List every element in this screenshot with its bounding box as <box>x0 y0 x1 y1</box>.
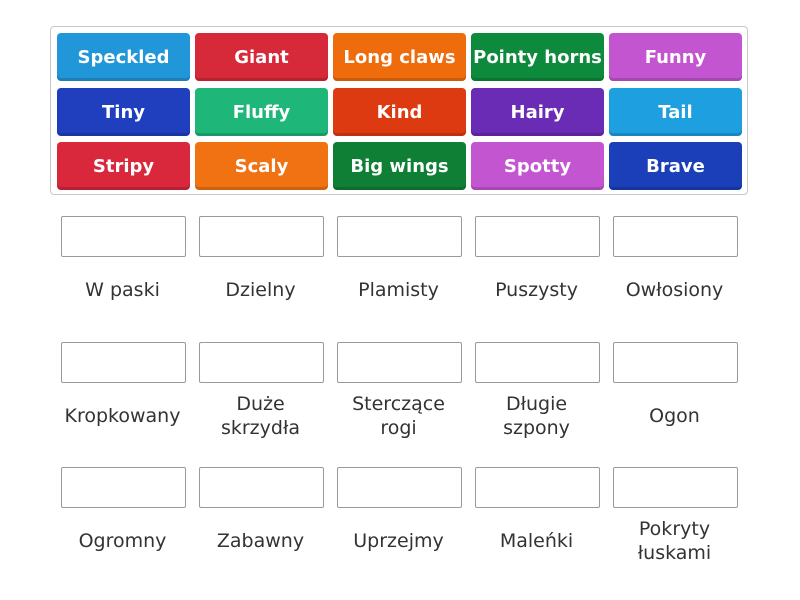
target-text: Zabawny <box>216 530 305 552</box>
drop-slot[interactable] <box>199 467 324 508</box>
drop-slot[interactable] <box>613 467 738 508</box>
word-tile[interactable]: Fluffy <box>195 88 328 136</box>
word-tile[interactable]: Tail <box>609 88 742 136</box>
word-tile[interactable]: Stripy <box>57 142 190 190</box>
drop-slot[interactable] <box>199 342 324 383</box>
target-text: Owłosiony <box>625 279 724 301</box>
target-text: Uprzejmy <box>353 530 444 552</box>
word-tile[interactable]: Speckled <box>57 33 190 81</box>
target-text: Ogon <box>649 405 700 427</box>
word-tile[interactable]: Brave <box>609 142 742 190</box>
target-label: Sterczące rogi <box>336 390 461 442</box>
tile-panel <box>50 26 748 195</box>
word-tile[interactable]: Funny <box>609 33 742 81</box>
target-label: Ogromny <box>60 515 185 567</box>
drop-slot[interactable] <box>475 216 600 257</box>
target-label: Ogon <box>612 390 737 442</box>
word-tile[interactable]: Pointy horns <box>471 33 604 81</box>
drop-slot[interactable] <box>475 467 600 508</box>
target-text: Długie szpony <box>503 393 570 439</box>
target-text: Duże skrzydła <box>220 393 301 439</box>
word-tile[interactable]: Spotty <box>471 142 604 190</box>
target-text: Puszysty <box>495 279 578 301</box>
word-tile[interactable]: Giant <box>195 33 328 81</box>
target-label: W paski <box>60 264 185 316</box>
drop-slot[interactable] <box>613 216 738 257</box>
drop-slot[interactable] <box>613 342 738 383</box>
word-tile[interactable]: Scaly <box>195 142 328 190</box>
target-text: Plamisty <box>358 279 439 301</box>
target-label: Owłosiony <box>612 264 737 316</box>
word-tile[interactable]: Long claws <box>333 33 466 81</box>
target-label: Puszysty <box>474 264 599 316</box>
drop-slot[interactable] <box>61 216 186 257</box>
word-tile[interactable]: Big wings <box>333 142 466 190</box>
target-label: Zabawny <box>198 515 323 567</box>
drop-slot[interactable] <box>337 467 462 508</box>
target-text: Dzielny <box>225 279 296 301</box>
target-label: Plamisty <box>336 264 461 316</box>
drop-slot[interactable] <box>61 342 186 383</box>
target-text: Ogromny <box>78 530 167 552</box>
target-text: Kropkowany <box>64 405 181 427</box>
target-label: Maleńki <box>474 515 599 567</box>
word-tile[interactable]: Hairy <box>471 88 604 136</box>
drop-slot[interactable] <box>199 216 324 257</box>
word-tile[interactable]: Kind <box>333 88 466 136</box>
drop-slot[interactable] <box>475 342 600 383</box>
target-label: Dzielny <box>198 264 323 316</box>
target-label: Uprzejmy <box>336 515 461 567</box>
target-label: Duże skrzydła <box>198 390 323 442</box>
drop-slot[interactable] <box>61 467 186 508</box>
target-label: Długie szpony <box>474 390 599 442</box>
drop-slot[interactable] <box>337 342 462 383</box>
target-text: Pokryty łuskami <box>637 518 712 564</box>
word-tile[interactable]: Tiny <box>57 88 190 136</box>
target-label: Kropkowany <box>60 390 185 442</box>
target-text: W paski <box>85 279 160 301</box>
target-label: Pokryty łuskami <box>612 515 737 567</box>
drop-slot[interactable] <box>337 216 462 257</box>
target-text: Sterczące rogi <box>352 393 445 439</box>
target-text: Maleńki <box>499 530 574 552</box>
